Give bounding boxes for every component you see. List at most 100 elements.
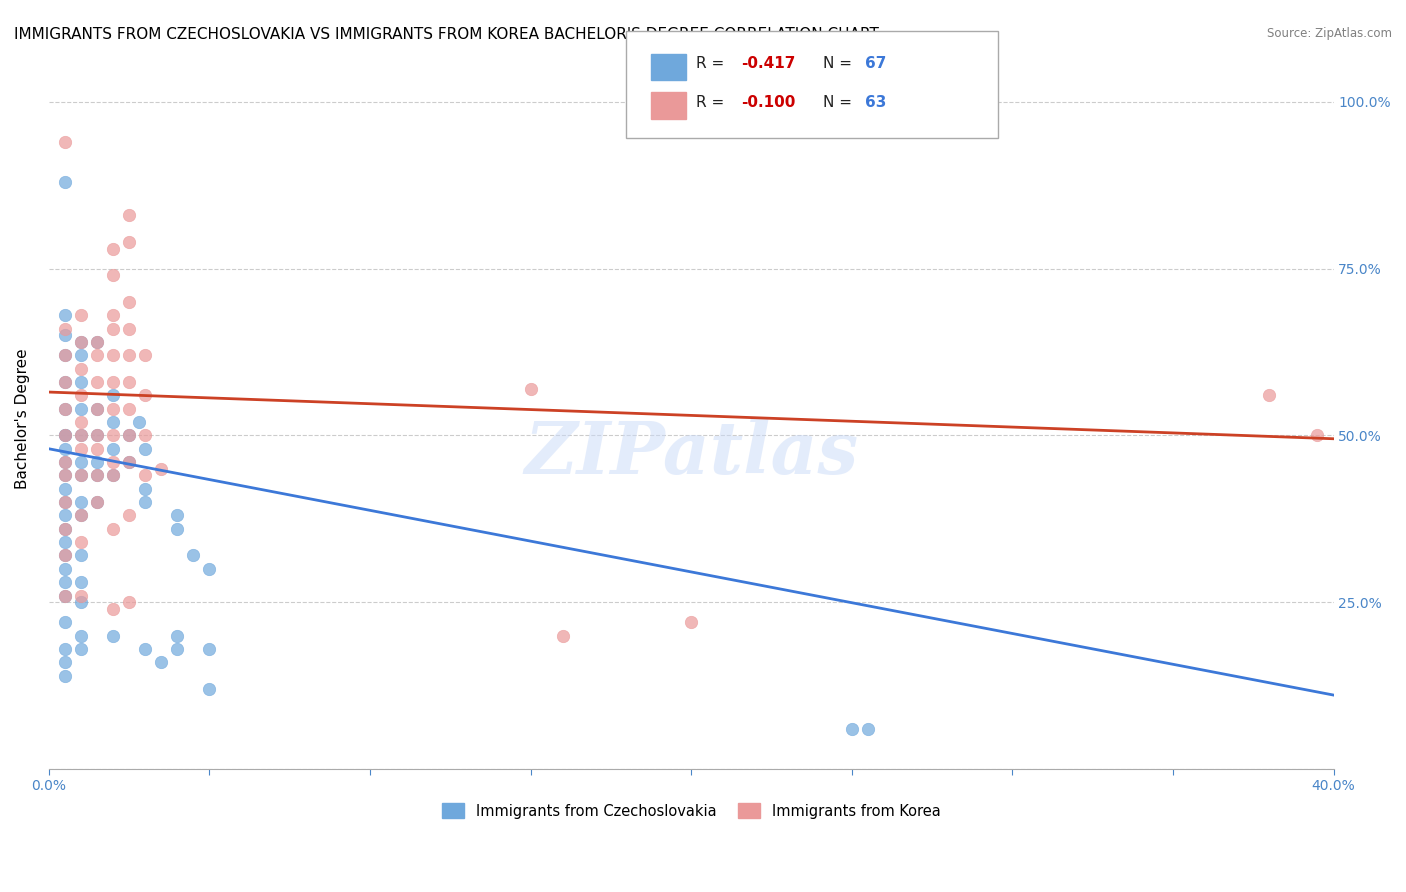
Point [86,495,108,509]
Point [856,722,879,736]
Point [70,415,93,429]
Point [53,615,76,630]
Point [86,455,108,469]
Point [101,321,124,335]
Point [166,522,188,536]
Point [53,549,76,563]
Point [118,428,141,442]
Point [134,495,156,509]
Point [118,455,141,469]
Point [70,549,93,563]
Point [53,135,76,149]
Point [70,589,93,603]
Point [86,495,108,509]
Point [53,428,76,442]
Point [53,508,76,523]
Point [166,508,188,523]
Point [70,641,93,656]
Point [86,334,108,349]
Point [70,388,93,402]
Point [53,375,76,389]
Point [53,309,76,323]
Point [101,415,124,429]
Point [70,334,93,349]
Point [86,401,108,416]
Point [53,655,76,669]
Point [53,401,76,416]
Point [86,442,108,456]
Point [53,455,76,469]
Point [134,348,156,362]
Text: 67: 67 [865,56,886,70]
Point [198,641,221,656]
Point [53,401,76,416]
Text: Source: ZipAtlas.com: Source: ZipAtlas.com [1267,27,1392,40]
Point [70,428,93,442]
Point [70,628,93,642]
Point [70,595,93,609]
Point [53,589,76,603]
Point [101,455,124,469]
Point [53,535,76,549]
Point [70,375,93,389]
Point [101,522,124,536]
Point [101,375,124,389]
Point [53,589,76,603]
Point [101,309,124,323]
Point [70,535,93,549]
Text: -0.100: -0.100 [741,95,796,110]
Point [70,468,93,483]
Point [101,468,124,483]
Point [519,382,541,396]
Point [101,388,124,402]
Point [86,348,108,362]
Point [134,482,156,496]
Point [70,575,93,590]
Y-axis label: Bachelor's Degree: Bachelor's Degree [15,349,30,489]
Text: 63: 63 [865,95,886,110]
Point [86,401,108,416]
Point [86,428,108,442]
Point [841,722,863,736]
Point [53,562,76,576]
Point [53,328,76,343]
Point [53,641,76,656]
Text: -0.417: -0.417 [741,56,796,70]
Point [101,242,124,256]
Text: N =: N = [823,56,856,70]
Point [86,428,108,442]
Point [1306,428,1329,442]
Point [70,361,93,376]
Point [134,641,156,656]
Point [166,628,188,642]
Point [70,455,93,469]
Point [53,468,76,483]
Point [70,334,93,349]
Point [53,442,76,456]
Point [53,522,76,536]
Point [53,482,76,496]
Point [118,595,141,609]
Point [1258,388,1281,402]
Point [86,334,108,349]
Point [70,309,93,323]
Point [118,348,141,362]
Point [118,321,141,335]
Point [53,428,76,442]
Point [70,401,93,416]
Point [101,268,124,283]
Point [118,428,141,442]
Point [86,468,108,483]
Point [118,401,141,416]
Point [181,549,204,563]
Point [53,495,76,509]
Point [53,348,76,362]
Point [150,462,173,476]
Point [53,428,76,442]
Point [53,455,76,469]
Point [118,208,141,222]
Point [53,348,76,362]
Point [134,468,156,483]
Point [53,495,76,509]
Point [53,575,76,590]
